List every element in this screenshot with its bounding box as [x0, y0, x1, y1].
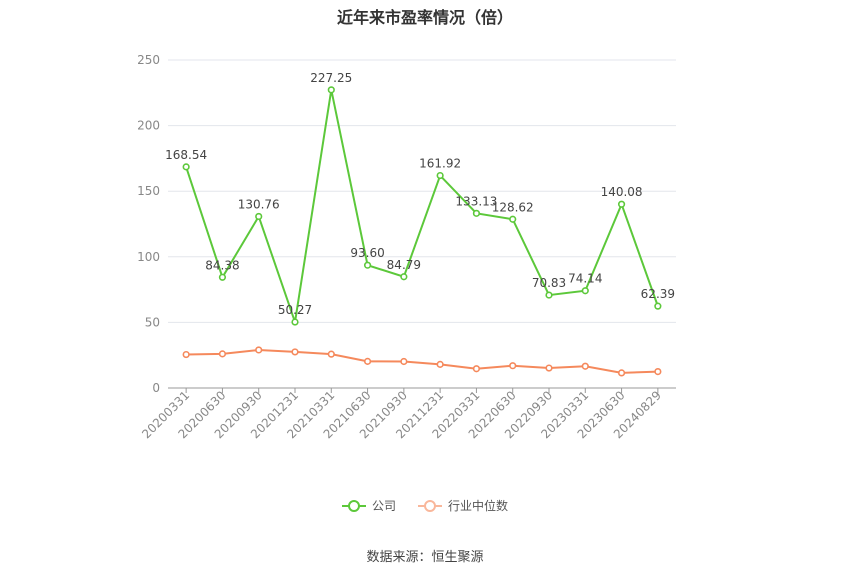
data-point [327, 350, 335, 358]
data-label: 140.08 [601, 185, 643, 199]
legend-item-industry-median[interactable]: 行业中位数 [418, 497, 508, 514]
data-point [509, 362, 517, 370]
data-point [327, 86, 335, 94]
legend-company-swatch [341, 499, 366, 513]
data-label: 161.92 [419, 157, 461, 171]
chart-title: 近年来市盈率情况（倍） [336, 8, 513, 27]
data-point [255, 346, 263, 354]
data-label: 62.39 [641, 287, 675, 301]
data-label: 130.76 [238, 197, 280, 211]
data-point [255, 212, 263, 221]
data-point [472, 209, 481, 217]
legend-company-label: 公司 [371, 499, 396, 513]
legend: 公司 行业中位数 [0, 497, 850, 514]
data-point [545, 291, 553, 299]
series-line-1 [186, 348, 658, 374]
y-tick-label: 0 [152, 381, 160, 395]
data-point [654, 368, 662, 376]
series-line-0 [185, 89, 659, 323]
data-point [436, 171, 444, 180]
data-label: 50.27 [278, 303, 312, 317]
data-label: 128.62 [492, 200, 534, 214]
data-label: 133.13 [455, 194, 497, 208]
data-point [545, 364, 553, 372]
data-label: 74.14 [568, 272, 602, 286]
y-tick-label: 250 [137, 53, 160, 67]
y-tick-label: 100 [137, 250, 160, 264]
data-label: 168.54 [165, 148, 207, 162]
data-point [400, 357, 408, 366]
data-point [218, 350, 227, 358]
data-point [400, 273, 408, 281]
data-point [617, 200, 626, 208]
data-point [182, 163, 190, 171]
data-point [182, 350, 190, 359]
legend-industry-swatch [418, 499, 442, 513]
data-point [617, 369, 626, 377]
data-point [436, 360, 444, 368]
data-point [472, 365, 481, 373]
data-point [509, 215, 517, 223]
data-label: 227.25 [310, 71, 352, 85]
data-point [654, 302, 662, 310]
data-point [218, 273, 227, 281]
y-tick-label: 200 [137, 119, 160, 133]
data-label: 93.60 [350, 246, 384, 260]
y-tick-label: 50 [145, 315, 160, 329]
data-label: 84.38 [205, 258, 239, 272]
data-point [291, 348, 299, 356]
data-label: 84.79 [387, 258, 421, 272]
data-point [363, 357, 372, 365]
legend-industry-label: 行业中位数 [448, 499, 509, 513]
data-point [291, 318, 299, 326]
data-point [581, 362, 589, 370]
y-tick-label: 150 [137, 184, 160, 198]
data-point [581, 287, 589, 295]
data-point [363, 261, 372, 269]
source-note: 数据来源：恒生聚源 [366, 550, 484, 565]
legend-item-company[interactable]: 公司 [341, 497, 396, 514]
data-label: 70.83 [532, 276, 566, 290]
